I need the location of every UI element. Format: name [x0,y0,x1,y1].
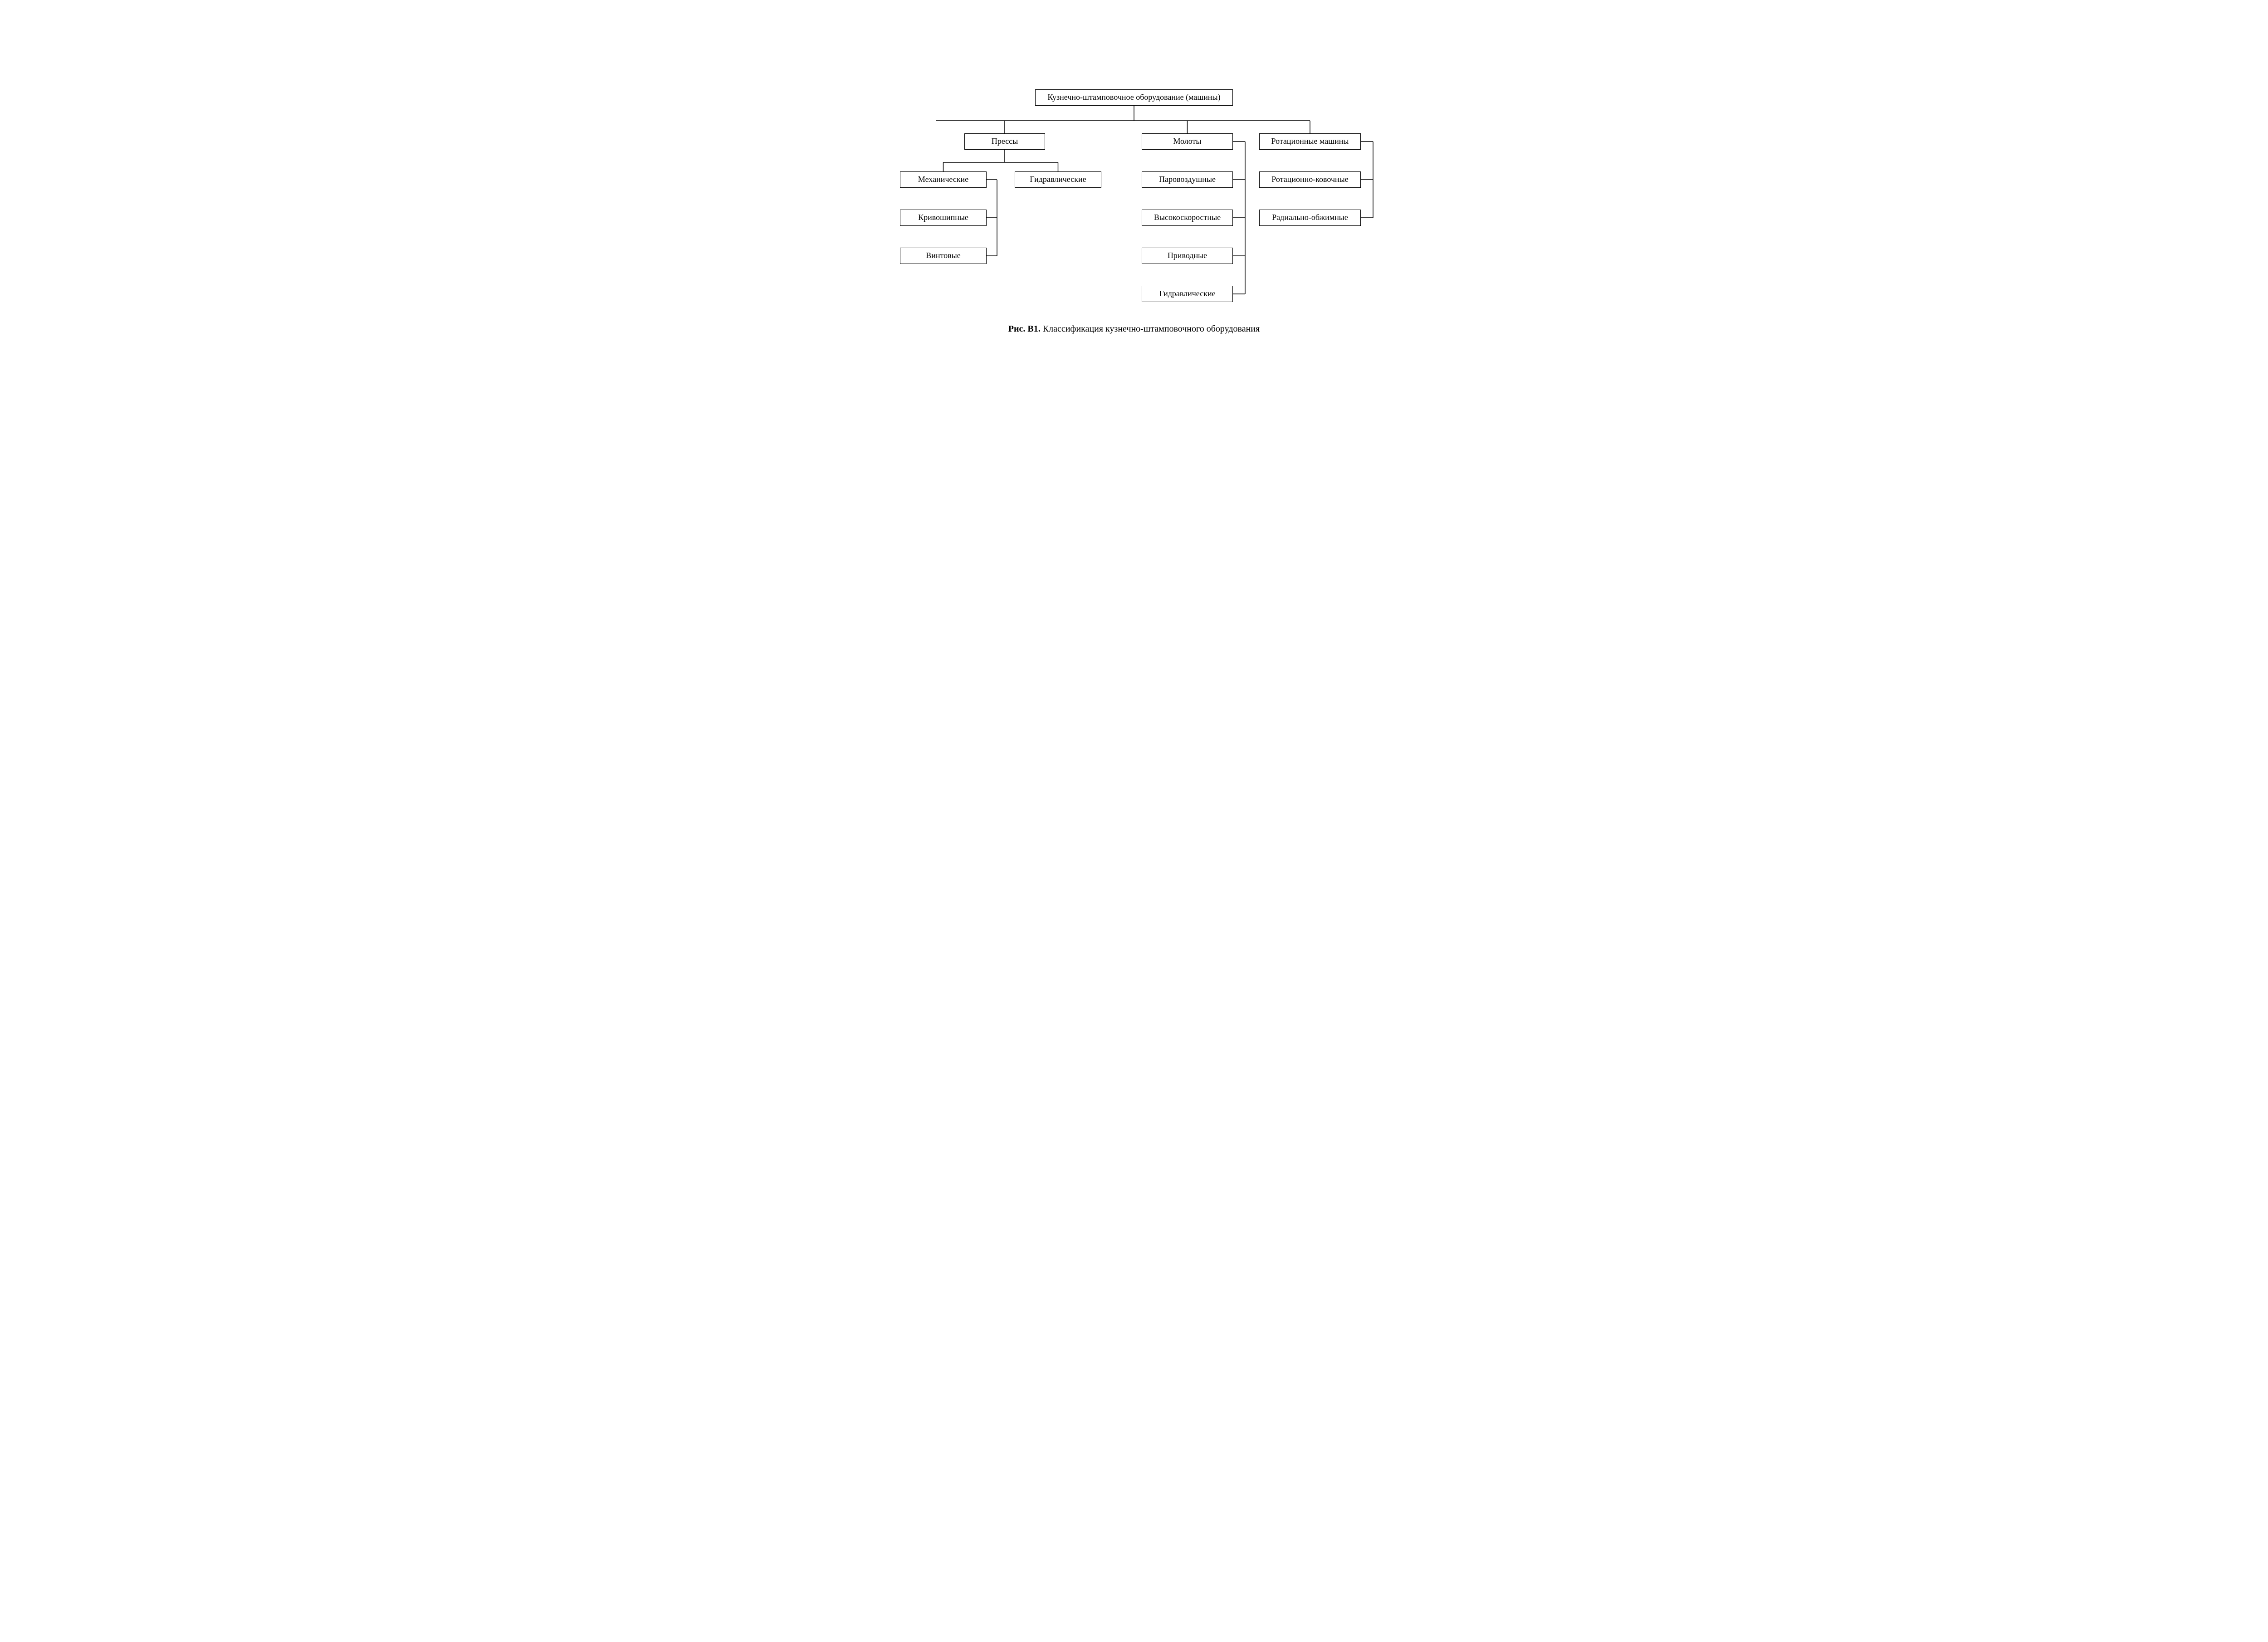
diagram-caption: Рис. В1. Классификация кузнечно-штампово… [843,324,1425,334]
node-rad: Радиально-обжимные [1259,210,1361,226]
caption-label: Рис. В1. [1008,324,1041,334]
node-hammer: Молоты [1142,133,1233,150]
node-drive: Приводные [1142,248,1233,264]
node-high: Высокоскоростные [1142,210,1233,226]
diagram-edges [843,0,1425,410]
node-root: Кузнечно-штамповочное оборудование (маши… [1035,89,1233,106]
node-screw: Винтовые [900,248,987,264]
node-press: Прессы [964,133,1045,150]
diagram-canvas: Рис. В1. Классификация кузнечно-штампово… [843,0,1425,410]
node-hydr2: Гидравлические [1142,286,1233,302]
node-rotk: Ротационно-ковочные [1259,171,1361,188]
node-rot: Ротационные машины [1259,133,1361,150]
node-mech: Механические [900,171,987,188]
caption-text: Классификация кузнечно-штамповочного обо… [1043,324,1260,334]
node-steam: Паровоздушные [1142,171,1233,188]
node-hydr1: Гидравлические [1015,171,1101,188]
node-crank: Кривошипные [900,210,987,226]
